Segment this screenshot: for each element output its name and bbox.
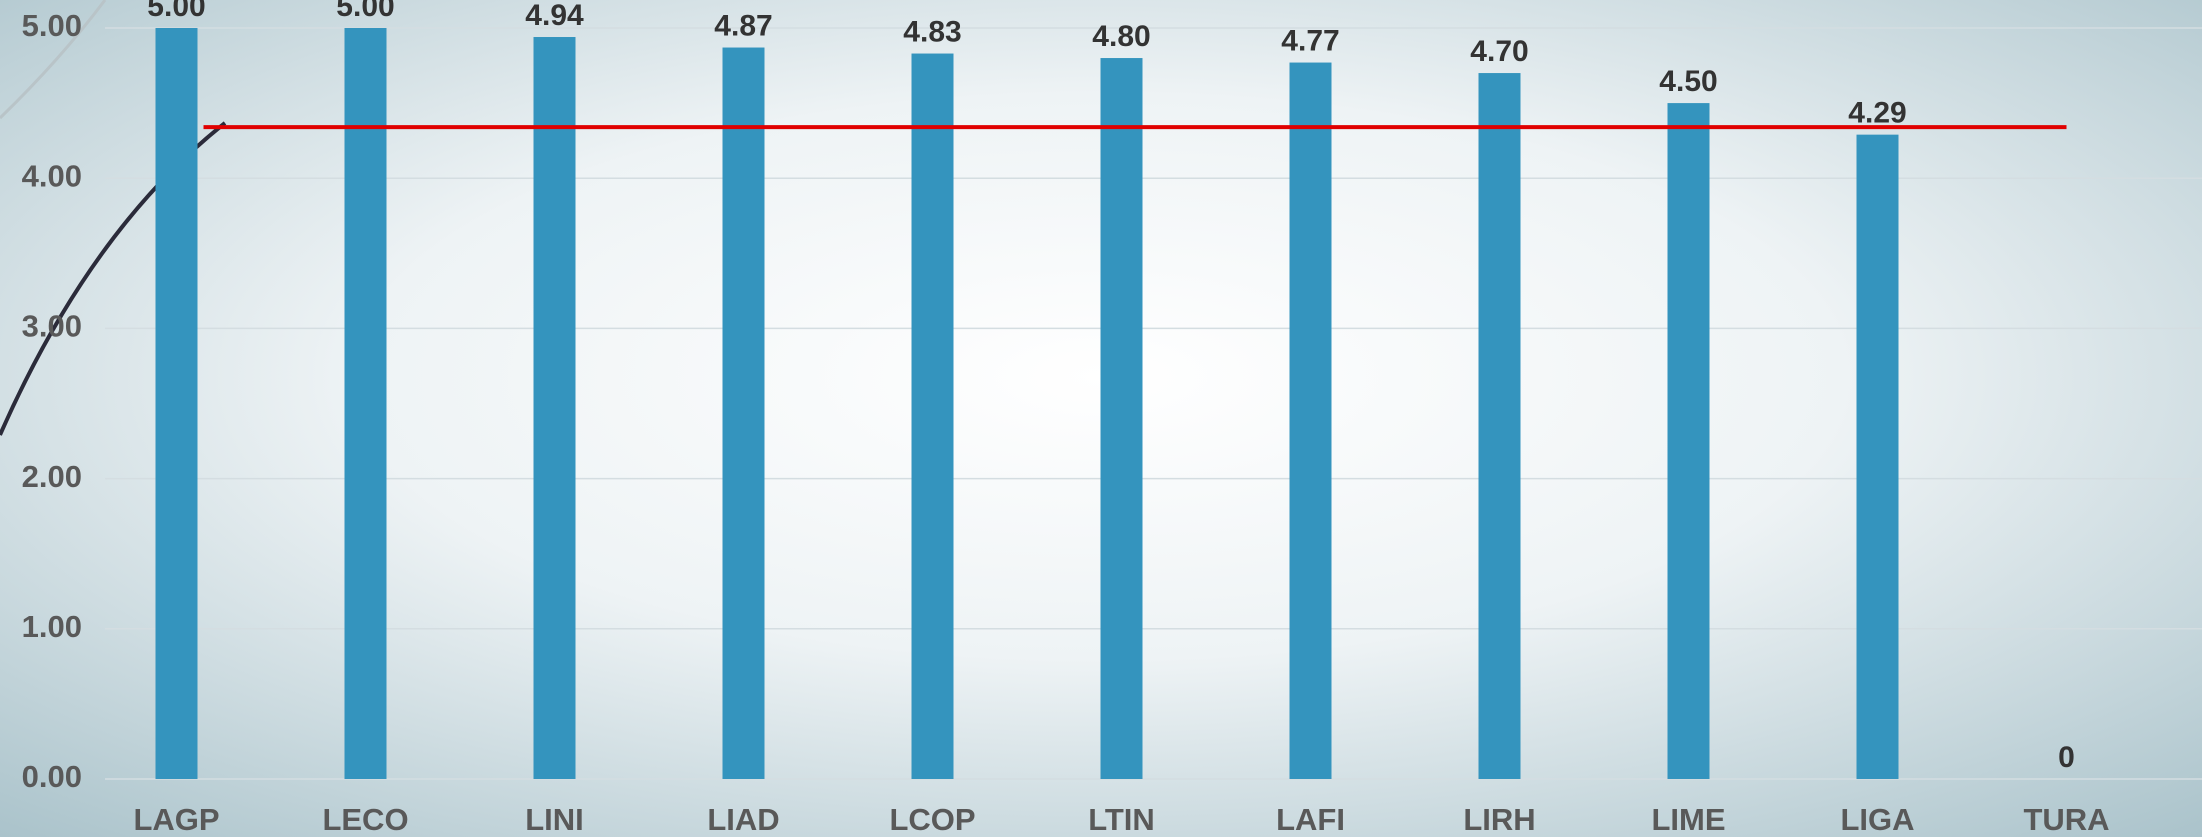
y-tick-label: 5.00	[22, 8, 82, 43]
x-tick-label: LINI	[525, 802, 584, 837]
y-tick-label: 4.00	[22, 158, 82, 193]
bar	[722, 47, 765, 779]
x-tick-label: LIRH	[1463, 802, 1535, 837]
data-label: 4.77	[1281, 24, 1339, 57]
y-tick-label: 2.00	[22, 459, 82, 494]
x-tick-label: LAFI	[1276, 802, 1345, 837]
bar	[1289, 62, 1332, 779]
x-tick-label: LAGP	[133, 802, 219, 837]
decor-arc	[0, 0, 107, 120]
data-label: 4.50	[1659, 65, 1717, 98]
bar	[1856, 134, 1899, 780]
x-tick-label: TURA	[2023, 802, 2109, 837]
bar	[155, 28, 198, 779]
bar	[533, 37, 576, 779]
x-tick-label: LECO	[322, 802, 408, 837]
x-tick-label: LTIN	[1088, 802, 1155, 837]
x-tick-label: LIME	[1651, 802, 1725, 837]
bar	[1478, 73, 1521, 779]
y-tick-label: 3.00	[22, 309, 82, 344]
data-label: 5.00	[336, 0, 394, 23]
bar	[911, 53, 954, 780]
data-label: 0	[2058, 741, 2075, 774]
data-label: 4.80	[1092, 20, 1150, 53]
data-label: 5.00	[147, 0, 205, 23]
bar	[344, 28, 387, 779]
data-label: 4.70	[1470, 35, 1528, 68]
data-label: 4.83	[903, 15, 961, 48]
y-tick-label: 0.00	[22, 759, 82, 794]
x-tick-label: LIAD	[707, 802, 779, 837]
bar	[1100, 58, 1143, 780]
data-label: 4.29	[1848, 97, 1906, 130]
x-tick-label: LCOP	[889, 802, 975, 837]
bar	[1667, 103, 1710, 780]
x-tick-label: LIGA	[1840, 802, 1914, 837]
data-label: 4.87	[714, 9, 772, 42]
y-tick-label: 1.00	[22, 609, 82, 644]
data-label: 4.94	[525, 0, 584, 32]
